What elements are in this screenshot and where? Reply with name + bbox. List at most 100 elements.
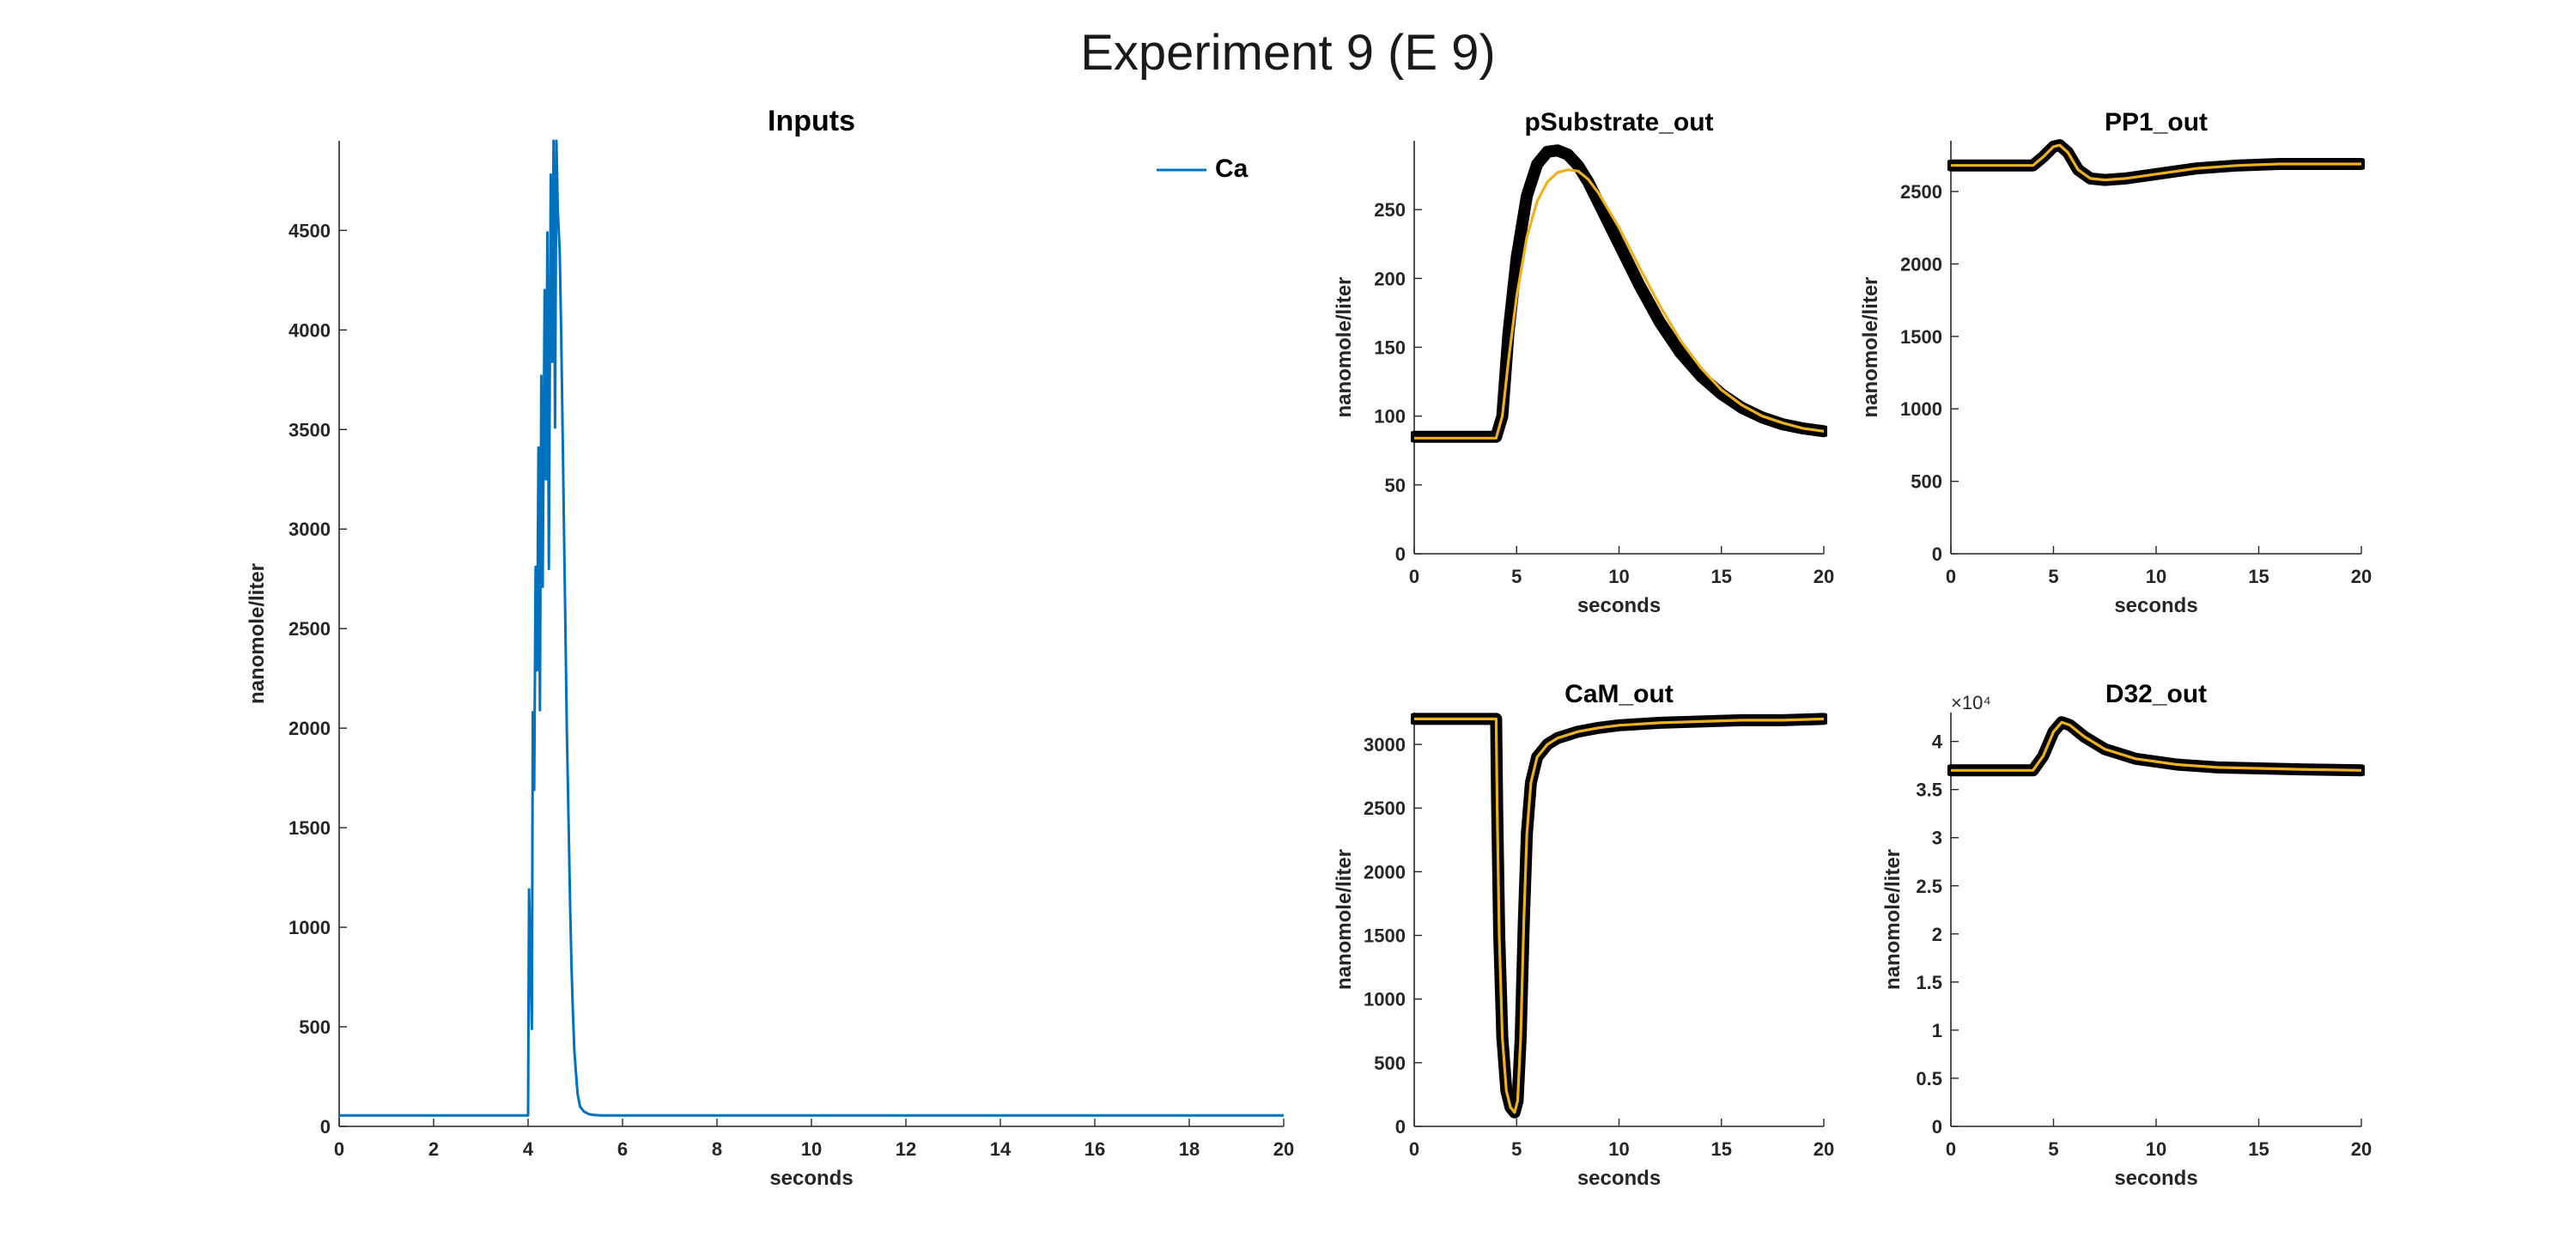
inputs-x-tick-label: 0 [334, 1138, 344, 1160]
d32-exponent-label: ×10⁴ [1951, 692, 1991, 713]
cam-x-tick-label: 0 [1409, 1138, 1419, 1160]
d32-y-tick-label: 1 [1932, 1020, 1942, 1041]
inputs-title: Inputs [768, 105, 855, 137]
inputs-y-tick-label: 3000 [289, 519, 331, 540]
psubstrate-data-line [1411, 144, 1827, 443]
d32-x-axis-label: seconds [2114, 1167, 2197, 1190]
d32-x-tick-label: 5 [2048, 1138, 2058, 1160]
pp1-axes: 0 5 10 15 20 0 500 1000 1500 2000 2500 PP1_outsecon… [1859, 108, 2372, 617]
d32-y-tick-label: 2.5 [1916, 876, 1942, 897]
inputs-y-tick-label: 2500 [289, 618, 331, 640]
psubstrate-x-tick-label: 0 [1409, 566, 1419, 587]
psubstrate-y-axis-label: nanomole/liter [1333, 276, 1356, 417]
inputs-series-ca-line [339, 139, 1284, 1117]
inputs-axes: 0 2 4 6 8 10 12 14 16 18 20 0 500 1000 1500 2000 2500 300… [246, 105, 1294, 1190]
inputs-x-axis-label: seconds [769, 1167, 853, 1190]
d32-y-axis-label: nanomole/liter [1881, 849, 1905, 990]
psubstrate-x-tick-label: 15 [1711, 566, 1732, 587]
psubstrate-x-tick-label: 20 [1814, 566, 1834, 587]
inputs-y-tick-label: 4500 [289, 220, 331, 241]
d32-y-tick-label: 2 [1932, 924, 1942, 945]
inputs-x-tick-label: 12 [896, 1138, 916, 1160]
psubstrate-x-tick-label: 5 [1511, 566, 1522, 587]
pp1-x-axis-label: seconds [2114, 594, 2197, 617]
d32-x-tick-label: 15 [2248, 1138, 2269, 1160]
inputs-y-axis-label: nanomole/liter [246, 563, 269, 704]
figure-title: Experiment 9 (E 9) [1080, 25, 1496, 81]
inputs-y-tick-label: 4000 [289, 319, 331, 341]
d32-x-tick-label: 0 [1946, 1138, 1956, 1160]
psubstrate-simulation-line [1414, 168, 1825, 440]
inputs-x-tick-label: 6 [617, 1138, 628, 1160]
cam-y-tick-label: 3000 [1364, 734, 1406, 756]
psubstrate-y-tick-label: 250 [1374, 199, 1406, 221]
d32-y-tick-label: 1.5 [1916, 972, 1942, 993]
pp1-y-axis-label: nanomole/liter [1859, 276, 1882, 417]
pp1-y-tick-label: 2500 [1900, 181, 1942, 203]
psubstrate-y-tick-label: 0 [1395, 543, 1406, 565]
inputs-x-tick-label: 2 [428, 1138, 439, 1160]
inputs-x-tick-label: 16 [1084, 1138, 1105, 1160]
pp1-y-tick-label: 1000 [1900, 398, 1942, 420]
pp1-simulation-line [1951, 143, 2361, 182]
cam-x-tick-label: 20 [1814, 1138, 1834, 1160]
psubstrate-x-axis-label: seconds [1577, 594, 1661, 617]
pp1-x-tick-label: 20 [2351, 566, 2372, 587]
pp1-y-tick-label: 500 [1911, 471, 1942, 493]
cam-y-tick-label: 1000 [1364, 989, 1406, 1010]
cam-y-tick-label: 500 [1374, 1053, 1406, 1074]
cam-y-tick-label: 2000 [1364, 861, 1406, 883]
pp1-x-tick-label: 5 [2048, 566, 2058, 587]
d32-y-tick-label: 4 [1932, 731, 1943, 753]
cam-y-tick-label: 1500 [1364, 925, 1406, 947]
inputs-y-tick-label: 500 [299, 1016, 331, 1038]
cam-x-axis-label: seconds [1577, 1167, 1661, 1190]
pp1-y-tick-label: 2000 [1900, 253, 1942, 275]
psubstrate-axes: 0 5 10 15 20050100150200250pSubstrate_outsec… [1333, 108, 1834, 617]
cam-simulation-line [1414, 717, 1825, 1114]
d32-data-line [1947, 716, 2365, 777]
pp1-x-tick-label: 15 [2248, 566, 2269, 587]
inputs-y-tick-label: 1500 [289, 817, 331, 839]
inputs-x-tick-label: 8 [712, 1138, 722, 1160]
psubstrate-title: pSubstrate_out [1524, 108, 1713, 137]
inputs-x-tick-label: 20 [1273, 1138, 1294, 1160]
pp1-title: PP1_out [2105, 108, 2208, 137]
psubstrate-y-tick-label: 150 [1374, 337, 1406, 359]
psubstrate-y-tick-label: 50 [1385, 475, 1406, 496]
cam-axes: 0 5 10 15 20 0 500 1000 1500 2000 2500 3000 CaM_outs… [1333, 680, 1834, 1190]
cam-x-tick-label: 15 [1711, 1138, 1732, 1160]
inputs-x-tick-label: 10 [801, 1138, 822, 1160]
pp1-y-tick-label: 1500 [1900, 326, 1942, 348]
cam-title: CaM_out [1564, 680, 1674, 708]
cam-data-line [1411, 713, 1827, 1119]
d32-x-tick-label: 20 [2351, 1138, 2372, 1160]
psubstrate-y-tick-label: 200 [1374, 268, 1406, 289]
d32-y-tick-label: 0 [1932, 1116, 1942, 1138]
cam-x-tick-label: 5 [1511, 1138, 1522, 1160]
cam-y-axis-label: nanomole/liter [1333, 849, 1356, 990]
inputs-legend-label: Ca [1215, 155, 1249, 183]
d32-y-tick-label: 3.5 [1916, 780, 1942, 801]
inputs-x-tick-label: 4 [523, 1138, 534, 1160]
d32-simulation-line [1951, 720, 2362, 772]
pp1-y-tick-label: 0 [1932, 543, 1942, 565]
cam-y-tick-label: 0 [1395, 1116, 1406, 1138]
cam-x-tick-label: 10 [1608, 1138, 1629, 1160]
pp1-x-tick-label: 0 [1946, 566, 1956, 587]
d32-title: D32_out [2105, 680, 2207, 708]
d32-x-tick-label: 10 [2146, 1138, 2166, 1160]
d32-y-tick-label: 0.5 [1916, 1068, 1942, 1089]
inputs-x-tick-label: 14 [990, 1138, 1012, 1160]
inputs-y-tick-label: 3500 [289, 419, 331, 440]
inputs-y-tick-label: 0 [320, 1116, 331, 1138]
inputs-y-tick-label: 2000 [289, 718, 331, 739]
cam-y-tick-label: 2500 [1364, 798, 1406, 819]
pp1-x-tick-label: 10 [2146, 566, 2166, 587]
d32-y-tick-label: 3 [1932, 828, 1942, 849]
psubstrate-x-tick-label: 10 [1608, 566, 1629, 587]
inputs-x-tick-label: 18 [1179, 1138, 1200, 1160]
inputs-y-tick-label: 1000 [289, 917, 331, 938]
